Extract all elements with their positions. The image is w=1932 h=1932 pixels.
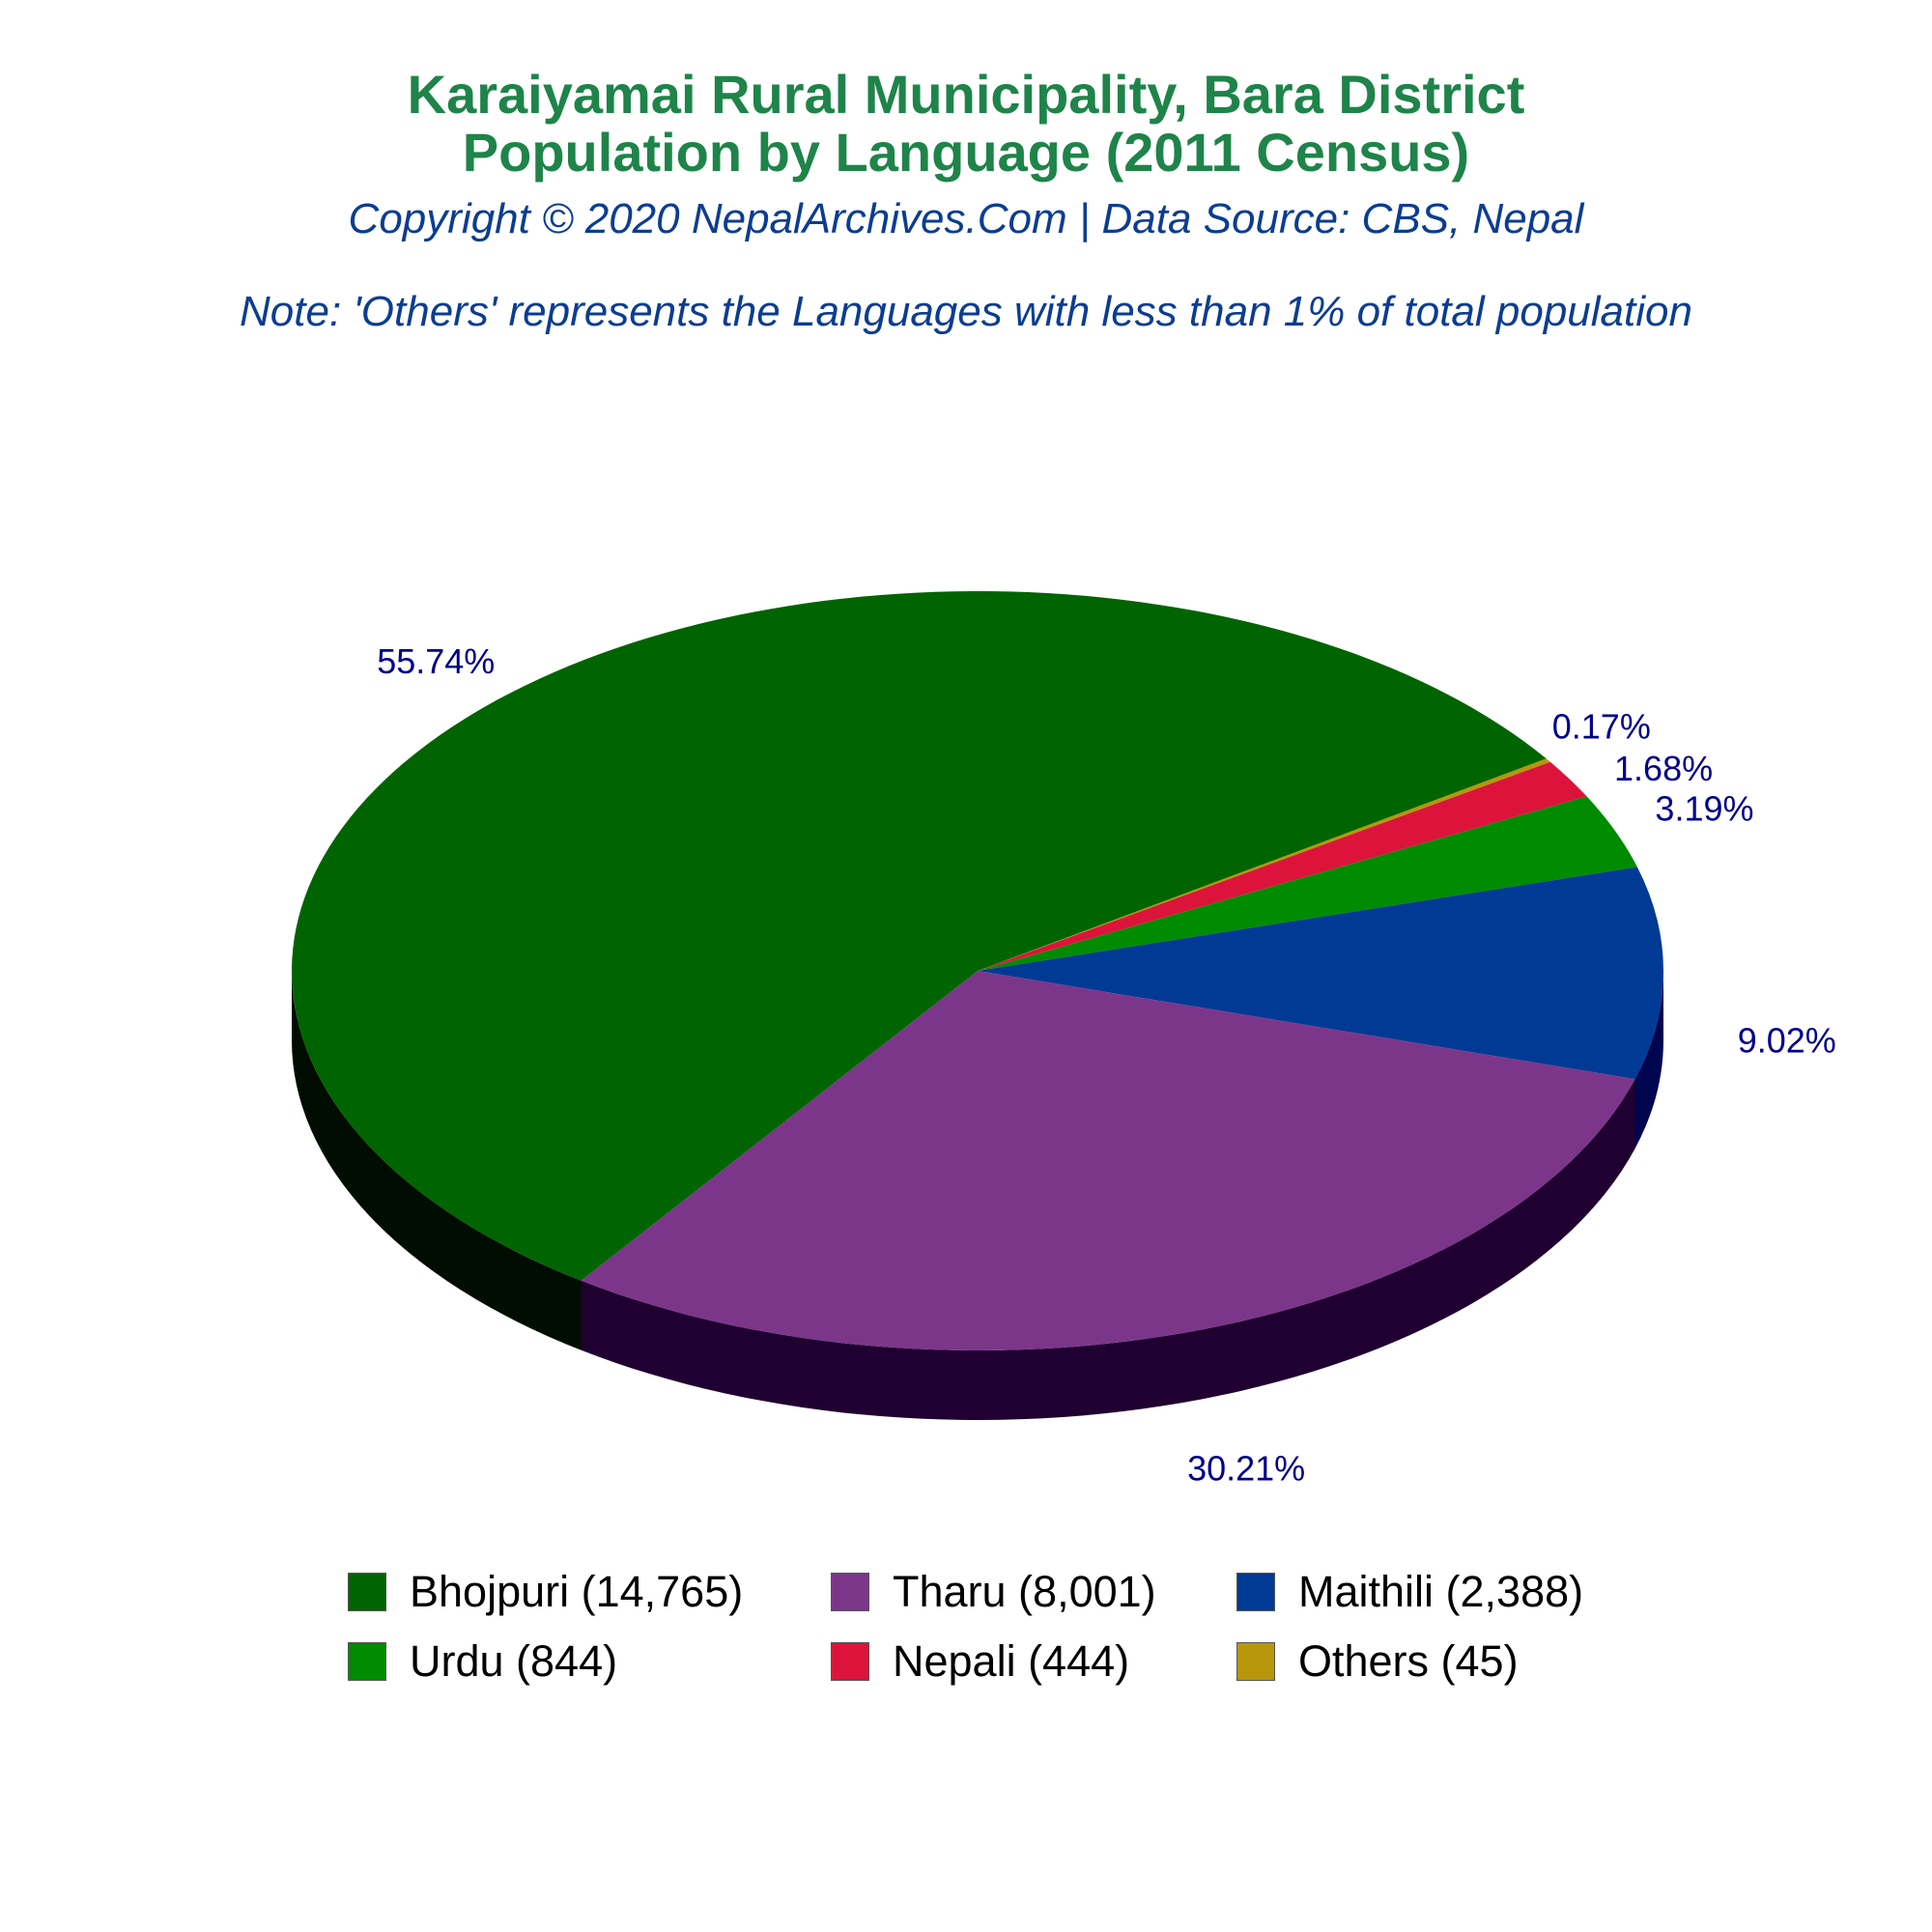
legend-item-urdu: Urdu (844): [348, 1634, 617, 1689]
pie-slice-urdu: [978, 796, 1637, 971]
legend-label: Maithili (2,388): [1298, 1567, 1584, 1616]
chart-title-line-2: Population by Language (2011 Census): [462, 122, 1470, 183]
legend-item-others: Others (45): [1236, 1634, 1519, 1689]
pie-label-maithili: 9.02%: [1738, 1020, 1836, 1060]
pie-label-bhojpuri: 55.74%: [377, 641, 495, 681]
pie-side-maithili: [1634, 971, 1663, 1150]
pie-slice-bhojpuri: [291, 590, 1547, 1281]
legend-label: Others (45): [1298, 1636, 1519, 1686]
copyright-text: Copyright © 2020 NepalArchives.Com | Dat…: [348, 195, 1584, 242]
pie-side-tharu: [581, 1079, 1635, 1420]
legend-swatch: [1236, 1642, 1275, 1681]
pie-slice-maithili: [978, 867, 1664, 1080]
pie-side-bhojpuri: [292, 971, 582, 1350]
legend-swatch: [348, 1642, 386, 1681]
pie-label-others: 0.17%: [1552, 707, 1651, 747]
pie-slice-nepali: [978, 761, 1587, 971]
legend-swatch: [831, 1573, 869, 1611]
legend-label: Tharu (8,001): [893, 1567, 1156, 1616]
pie-slice-others: [978, 758, 1550, 971]
legend-item-bhojpuri: Bhojpuri (14,765): [348, 1565, 743, 1619]
legend-item-maithili: Maithili (2,388): [1236, 1565, 1583, 1619]
note-text: Note: 'Others' represents the Languages …: [240, 288, 1692, 335]
legend-label: Bhojpuri (14,765): [410, 1567, 744, 1616]
pie-label-urdu: 3.19%: [1655, 788, 1753, 828]
legend-item-nepali: Nepali (444): [831, 1634, 1129, 1689]
pie-label-tharu: 30.21%: [1187, 1448, 1305, 1488]
chart-title-line-1: Karaiyamai Rural Municipality, Bara Dist…: [407, 64, 1525, 125]
pie-label-nepali: 1.68%: [1614, 749, 1713, 788]
legend-label: Nepali (444): [893, 1636, 1130, 1686]
legend-item-tharu: Tharu (8,001): [831, 1565, 1156, 1619]
legend-swatch: [831, 1642, 869, 1681]
legend-label: Urdu (844): [410, 1636, 618, 1686]
legend-swatch: [348, 1573, 386, 1611]
pie-slice-tharu: [581, 971, 1635, 1350]
legend-swatch: [1236, 1573, 1275, 1611]
